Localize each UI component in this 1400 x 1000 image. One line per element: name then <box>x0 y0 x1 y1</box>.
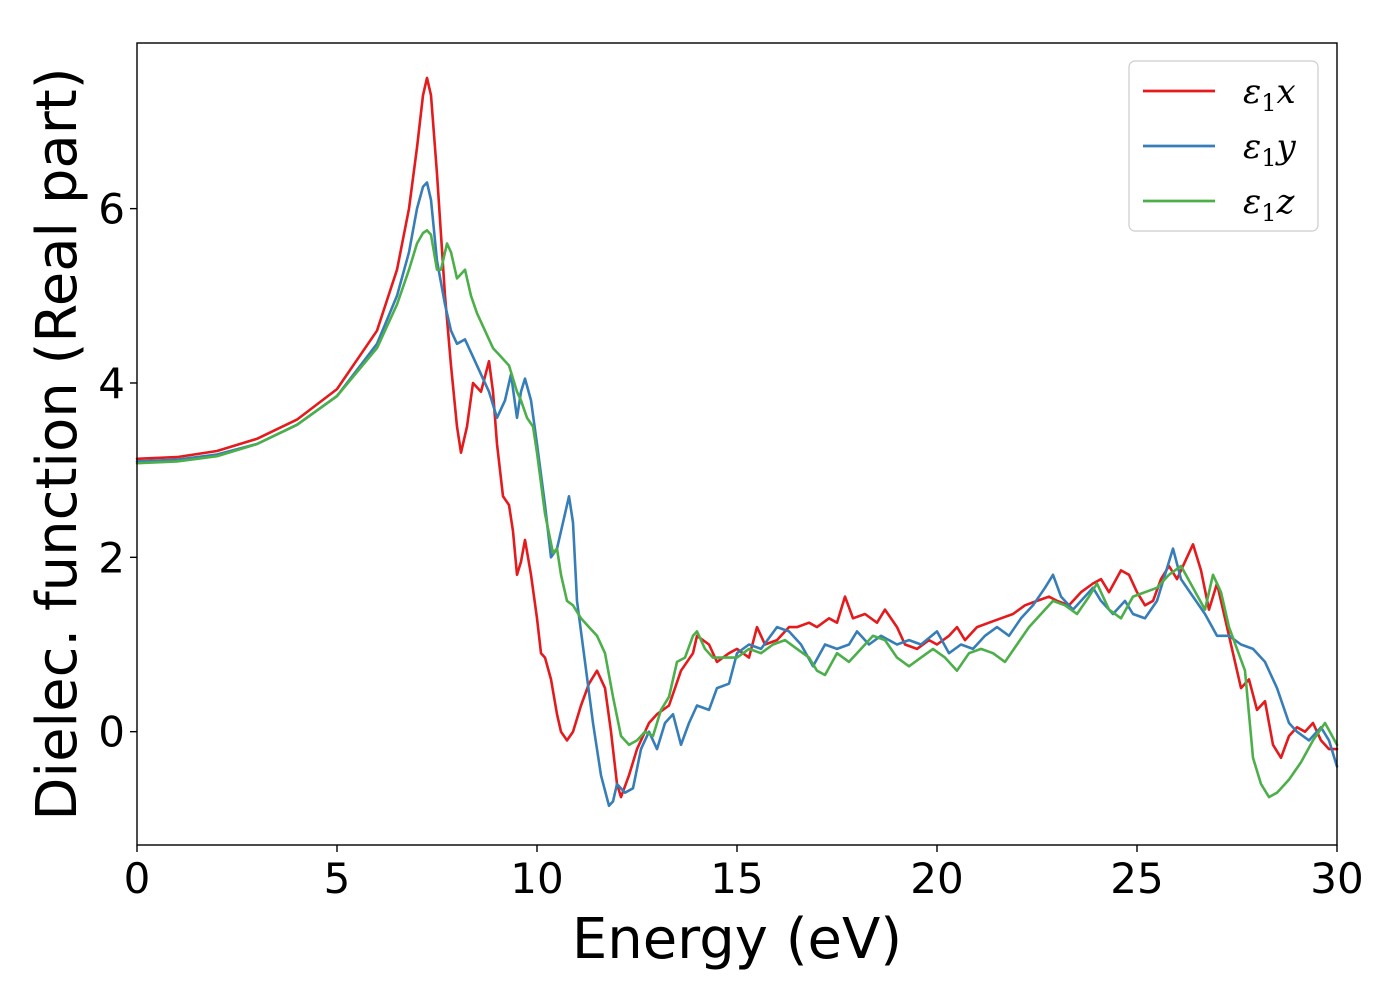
legend: ε1x ε1y ε1z <box>1128 60 1319 232</box>
legend-label-y: ε1y <box>1243 127 1297 172</box>
legend-label-z: ε1z <box>1243 182 1296 227</box>
y-tick-label: 0 <box>98 708 125 757</box>
x-tick-label: 15 <box>710 854 763 903</box>
legend-label-x: ε1x <box>1243 72 1296 117</box>
y-axis-ticks: 0 2 4 6 <box>98 185 137 757</box>
series-line-x <box>135 76 1339 799</box>
x-axis-ticks: 0 5 10 15 20 25 30 <box>124 845 1364 903</box>
series-line-y <box>135 181 1339 808</box>
y-tick-label: 2 <box>98 533 125 582</box>
x-tick-label: 30 <box>1310 854 1363 903</box>
x-axis-label: Energy (eV) <box>572 907 902 972</box>
x-tick-label: 5 <box>324 854 351 903</box>
y-axis-label: Dielec. function (Real part) <box>25 67 90 820</box>
y-tick-label: 6 <box>98 185 125 234</box>
x-tick-label: 20 <box>910 854 963 903</box>
y-tick-label: 4 <box>98 359 125 408</box>
x-tick-label: 0 <box>124 854 151 903</box>
x-tick-label: 25 <box>1110 854 1163 903</box>
series-line-z <box>135 229 1339 799</box>
series-layer <box>135 76 1339 808</box>
legend-frame <box>1128 60 1319 232</box>
x-tick-label: 10 <box>510 854 563 903</box>
